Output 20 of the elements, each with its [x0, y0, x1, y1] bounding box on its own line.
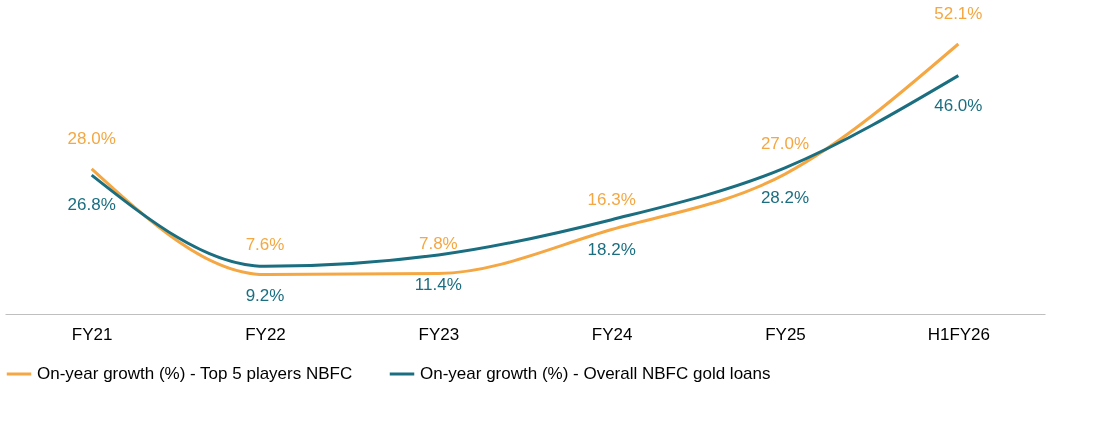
x-tick-label: FY25	[765, 324, 806, 344]
x-tick-label: FY21	[71, 324, 113, 344]
data-label: 52.1%	[934, 4, 983, 23]
data-label: 18.2%	[587, 239, 636, 259]
legend-label: On-year growth (%) - Top 5 players NBFC	[37, 364, 353, 383]
data-label: 16.3%	[587, 189, 636, 209]
data-label: 26.8%	[67, 195, 116, 215]
data-label: 27.0%	[760, 134, 810, 154]
legend-label: On-year growth (%) - Overall NBFC gold loans	[420, 364, 771, 383]
x-tick-label: FY23	[418, 324, 460, 344]
data-label: 7.8%	[418, 233, 458, 253]
data-label: 11.4%	[414, 274, 462, 294]
data-label: 9.2%	[245, 286, 285, 306]
x-tick-label: H1FY26	[927, 324, 991, 344]
data-label: 46.0%	[934, 95, 983, 115]
x-tick-label: FY24	[591, 324, 633, 344]
data-label: 7.6%	[245, 234, 285, 254]
data-label: 28.2%	[760, 187, 810, 207]
data-label: 28.0%	[67, 128, 116, 148]
x-tick-label: FY22	[245, 324, 286, 344]
